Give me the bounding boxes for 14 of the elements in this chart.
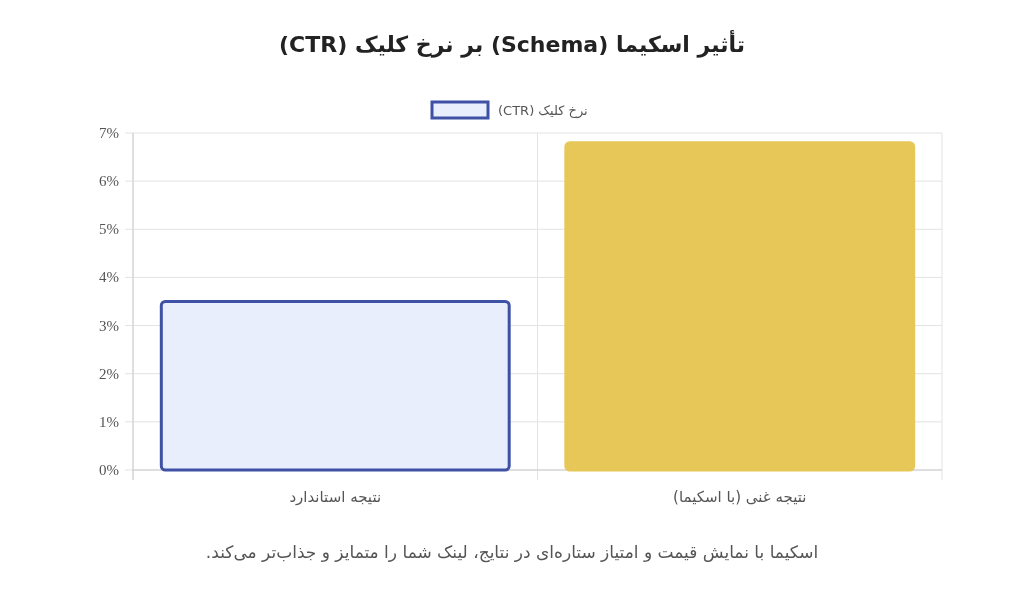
x-tick-label: نتیجه غنی (با اسکیما) [673,488,807,506]
text: اسکیما با نمایش قیمت و امتیاز ستاره‌ای در نتایج، لینک شما را متمایز و جذاب‌تر می‌کند. [205,542,819,563]
y-tick-label: 6% [99,173,119,190]
legend: نرخ کلیک (CTR) [430,100,588,120]
y-tick-label: 7% [99,125,119,141]
y-tick-label: 1% [99,413,119,430]
y-tick-label: 5% [99,221,119,238]
y-tick-label: 2% [99,365,119,382]
chart-title: تأثیر اسکیما (Schema) بر نرخ کلیک (CTR) [279,29,745,58]
legend-label: نرخ کلیک (CTR) [498,103,588,119]
y-tick-label: 3% [99,317,119,334]
x-tick-label: نتیجه استاندارد [289,488,382,506]
y-tick-label: 4% [99,269,119,286]
y-tick-label: 0% [99,462,119,478]
